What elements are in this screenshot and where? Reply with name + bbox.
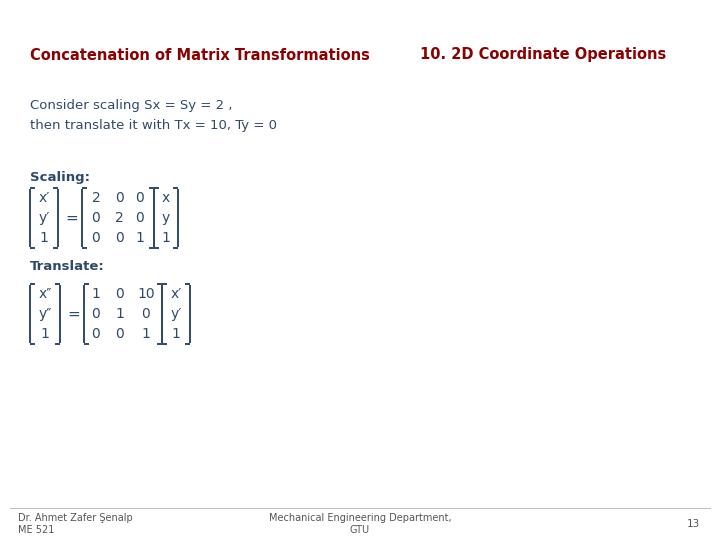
Text: =: = (68, 307, 81, 321)
Text: Translate:: Translate: (30, 260, 104, 273)
Text: 2: 2 (114, 211, 123, 225)
Text: 0: 0 (142, 307, 150, 321)
Text: 10. 2D Coordinate Operations: 10. 2D Coordinate Operations (420, 48, 666, 63)
Text: 0: 0 (91, 231, 100, 245)
Text: GTU: GTU (350, 525, 370, 535)
Text: x′: x′ (171, 287, 181, 301)
Text: 1: 1 (116, 307, 125, 321)
Text: Scaling:: Scaling: (30, 172, 90, 185)
Text: 0: 0 (91, 307, 100, 321)
Text: 1: 1 (171, 327, 181, 341)
Text: 1: 1 (161, 231, 171, 245)
Text: Concatenation of Matrix Transformations: Concatenation of Matrix Transformations (30, 48, 370, 63)
Text: 10: 10 (138, 287, 155, 301)
Text: y′: y′ (171, 307, 181, 321)
Text: 0: 0 (114, 231, 123, 245)
Text: then translate it with Tx = 10, Ty = 0: then translate it with Tx = 10, Ty = 0 (30, 118, 277, 132)
Text: 13: 13 (687, 519, 700, 529)
Text: 1: 1 (91, 287, 100, 301)
Text: 1: 1 (40, 327, 50, 341)
Text: 1: 1 (135, 231, 145, 245)
Text: 0: 0 (91, 211, 100, 225)
Text: x″: x″ (38, 287, 52, 301)
Text: 0: 0 (116, 327, 125, 341)
Text: 0: 0 (116, 287, 125, 301)
Text: ME 521: ME 521 (18, 525, 55, 535)
Text: 1: 1 (40, 231, 48, 245)
Text: 0: 0 (135, 191, 145, 205)
Text: x′: x′ (38, 191, 50, 205)
Text: 1: 1 (142, 327, 150, 341)
Text: y′: y′ (38, 211, 50, 225)
Text: Consider scaling Sx = Sy = 2 ,: Consider scaling Sx = Sy = 2 , (30, 98, 233, 111)
Text: 2: 2 (91, 191, 100, 205)
Text: Mechanical Engineering Department,: Mechanical Engineering Department, (269, 513, 451, 523)
Text: 0: 0 (114, 191, 123, 205)
Text: 0: 0 (91, 327, 100, 341)
Text: y: y (162, 211, 170, 225)
Text: 0: 0 (135, 211, 145, 225)
Text: y″: y″ (38, 307, 52, 321)
Text: x: x (162, 191, 170, 205)
Text: Dr. Ahmet Zafer Şenalp: Dr. Ahmet Zafer Şenalp (18, 513, 132, 523)
Text: =: = (66, 211, 78, 226)
